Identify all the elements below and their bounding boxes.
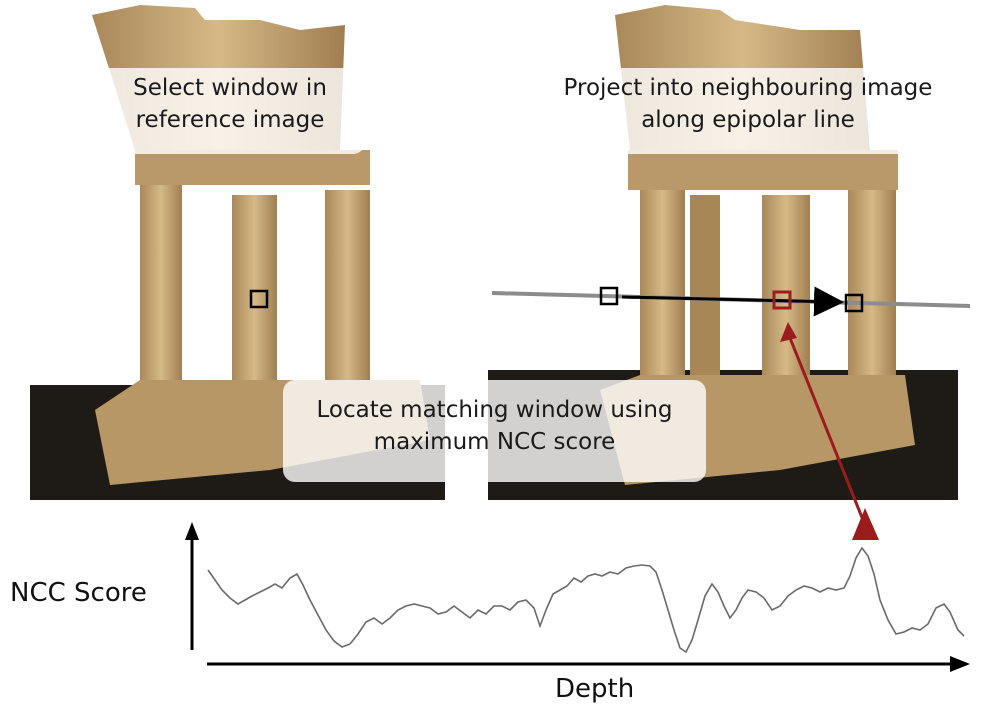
column-right-1 [640,190,685,400]
caption-project-line1: Project into neighbouring image [563,75,933,101]
caption-locate-line1: Locate matching window using [316,397,673,423]
column-left-2 [232,195,277,400]
x-axis-label: Depth [555,674,635,704]
x-axis-arrowhead [950,656,970,672]
peak-link-line [786,332,867,526]
y-axis-label: NCC Score [10,578,147,608]
caption-locate-line2: maximum NCC score [373,429,616,455]
column-right-2 [762,195,810,395]
search-arrow [621,286,844,317]
caption-reference-line1: Select window in [133,75,327,101]
window-end [844,293,864,313]
column-left-1 [140,185,182,410]
caption-reference: Select window in reference image [95,68,365,154]
ncc-curve [207,546,965,654]
window-start [599,286,619,306]
reference-window [249,289,269,309]
column-left-3 [325,190,370,395]
caption-project: Project into neighbouring image along ep… [548,68,948,154]
column-right-3 [848,190,896,395]
caption-locate: Locate matching window using maximum NCC… [283,380,706,482]
caption-project-line2: along epipolar line [641,107,855,133]
matching-window [772,290,792,310]
peak-marker [852,508,879,540]
caption-reference-line2: reference image [135,107,325,133]
peak-link-arrowhead [780,322,797,342]
y-axis-arrowhead [185,522,199,540]
